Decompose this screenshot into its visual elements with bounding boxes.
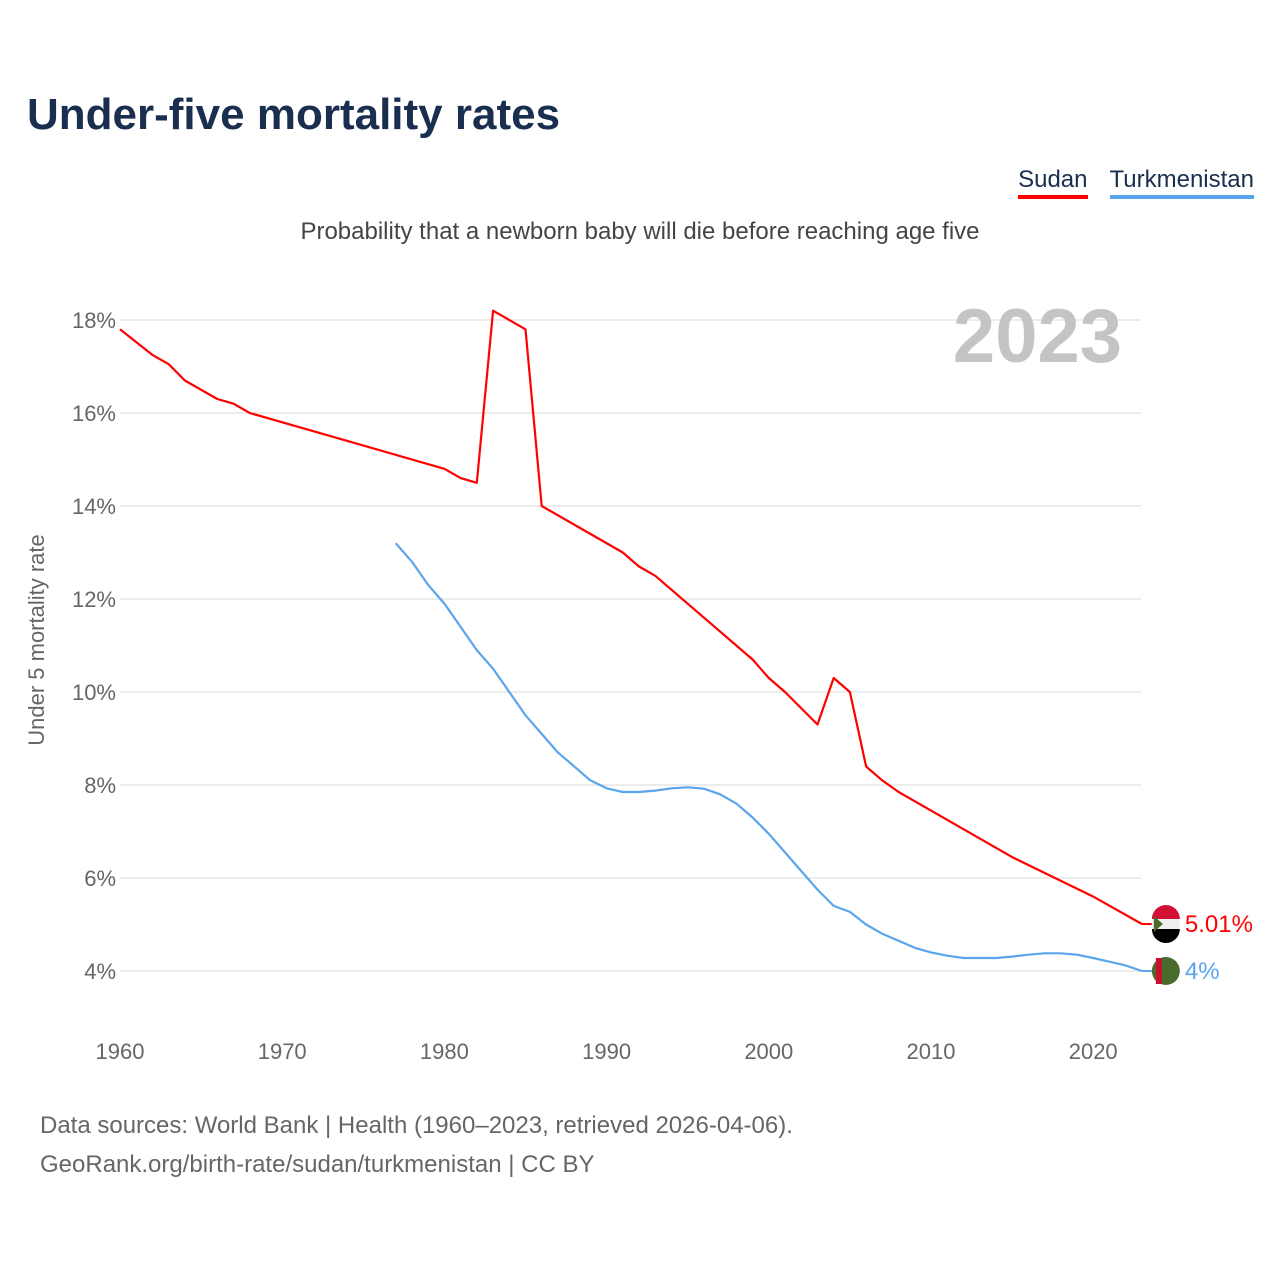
series-line-sudan: [119, 309, 1143, 925]
data-source: Data sources: World Bank | Health (1960–…: [40, 1112, 793, 1139]
source-link[interactable]: GeoRank.org/birth-rate/sudan/turkmenista…: [40, 1151, 595, 1178]
y-tick-label: 6%: [84, 866, 116, 891]
x-tick-label: 2020: [1069, 1039, 1118, 1064]
series-line-turkmenistan: [394, 542, 1143, 973]
flag-stripe: [1151, 905, 1180, 920]
end-value-label: 4%: [1185, 958, 1220, 985]
chart-subtitle: Probability that a newborn baby will die…: [300, 218, 980, 245]
y-axis-label: Under 5 mortality rate: [24, 534, 49, 746]
y-tick-label: 8%: [84, 773, 116, 798]
x-tick-label: 2010: [907, 1039, 956, 1064]
legend-turkmenistan[interactable]: Turkmenistan: [1109, 166, 1254, 199]
x-tick-label: 2000: [744, 1039, 793, 1064]
legend: Sudan Turkmenistan: [1018, 166, 1254, 199]
x-tick-label: 1990: [582, 1039, 631, 1064]
y-tick-label: 14%: [72, 494, 116, 519]
year-watermark: 2023: [953, 294, 1122, 379]
y-tick-label: 18%: [72, 308, 116, 333]
flag-stripe: [1151, 929, 1180, 944]
footer: Data sources: World Bank | Health (1960–…: [40, 1106, 793, 1184]
x-tick-label: 1980: [420, 1039, 469, 1064]
end-value-label: 5.01%: [1185, 911, 1253, 938]
flag-triangle: [1153, 916, 1163, 933]
y-tick-label: 10%: [72, 680, 116, 705]
x-tick-label: 1970: [258, 1039, 307, 1064]
flag-stripe: [1155, 958, 1162, 984]
chart-title: Under-five mortality rates: [27, 90, 561, 139]
x-tick-label: 1960: [96, 1039, 145, 1064]
y-tick-label: 4%: [84, 959, 116, 984]
y-tick-label: 16%: [72, 401, 116, 426]
y-tick-label: 12%: [72, 587, 116, 612]
legend-sudan[interactable]: Sudan: [1018, 166, 1088, 199]
